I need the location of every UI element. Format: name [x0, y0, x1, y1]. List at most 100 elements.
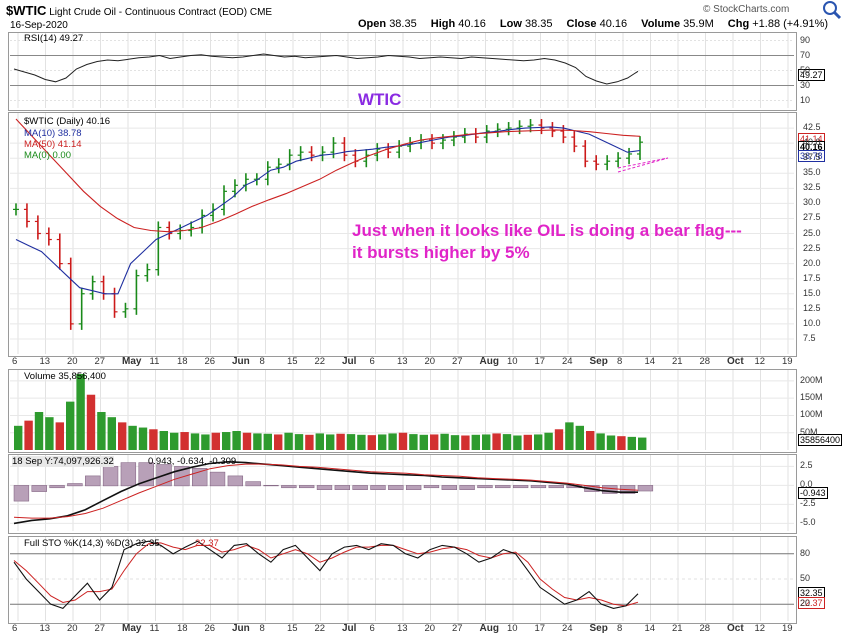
- x-tick-label: 6: [369, 623, 375, 634]
- macd-histogram-bar: [13, 485, 30, 502]
- volume-bar: [180, 432, 189, 450]
- volume-bar: [242, 432, 252, 450]
- x-tick-label: 20: [67, 623, 78, 634]
- volume-bar: [450, 435, 460, 450]
- volume-bar: [97, 412, 106, 450]
- exchange: CME: [249, 7, 273, 18]
- x-tick-label: 20: [424, 623, 436, 634]
- annotation-line-1: Just when it looks like OIL is doing a b…: [352, 221, 742, 240]
- x-tick-label: 12: [754, 623, 766, 634]
- x-tick-label: 27: [452, 356, 463, 367]
- volume-bar: [24, 420, 33, 450]
- rsi-tick-label: 70: [800, 49, 811, 60]
- rsi-tick-label: 10: [800, 94, 811, 105]
- volume-bar: [357, 434, 366, 450]
- sto-last-d: 22.37: [798, 597, 825, 609]
- x-tick-label: 12: [754, 356, 766, 367]
- x-tick-label: 26: [204, 356, 216, 367]
- rsi-line: [13, 53, 639, 85]
- volume-bar: [284, 432, 293, 450]
- x-tick-label: 27: [94, 356, 106, 367]
- price-tick-label: 37.5: [803, 152, 821, 163]
- volume-label: Volume 35,856,400: [24, 371, 106, 382]
- x-tick-label: 24: [562, 623, 573, 634]
- sto-tick-label: 20: [800, 598, 811, 609]
- macd-histogram-bar: [423, 485, 440, 489]
- macd-histogram-bar: [512, 485, 529, 489]
- macd-histogram-bar: [405, 485, 422, 490]
- macd-histogram-bar: [192, 468, 208, 487]
- volume-bar: [502, 434, 512, 450]
- macd-histogram-bar: [209, 471, 226, 487]
- volume-bar: [34, 412, 44, 450]
- price-tick-label: 7.5: [803, 332, 816, 343]
- x-tick-label: 19: [782, 623, 793, 634]
- volume-bar: [66, 401, 75, 450]
- macd-histogram-bar: [370, 485, 386, 490]
- price-tick-label: 27.5: [803, 212, 821, 223]
- volume-bar: [159, 431, 168, 450]
- ma50-line: [15, 118, 641, 233]
- ma0-legend: MA(0) 0.00: [24, 150, 71, 161]
- price-tick-label: 35.0: [803, 167, 821, 178]
- x-tick-label: 27: [94, 623, 106, 634]
- x-tick-label: 28: [699, 356, 711, 367]
- x-tick-label: May: [122, 356, 142, 367]
- macd-histogram-bar: [245, 481, 261, 487]
- rsi-tick-label: 50: [800, 64, 811, 75]
- x-tick-label: 19: [782, 356, 793, 367]
- brand-watermark: © StockCharts.com: [703, 4, 790, 15]
- x-tick-label: 8: [617, 623, 623, 634]
- x-tick-label: 8: [259, 623, 265, 634]
- sto-k-line: [13, 540, 639, 610]
- macd-histogram-bar: [388, 485, 404, 490]
- price-tick-label: 12.5: [803, 302, 821, 313]
- x-tick-label: 13: [39, 623, 51, 634]
- x-tick-label: Aug: [479, 623, 499, 634]
- volume-bar: [544, 432, 553, 450]
- volume-tick-label: 50M: [800, 426, 818, 437]
- x-tick-label: 10: [507, 623, 518, 634]
- x-tick-label: May: [122, 623, 142, 634]
- volume-bar: [575, 425, 584, 450]
- x-tick-label: 13: [397, 623, 408, 634]
- volume-bar: [482, 434, 491, 450]
- x-tick-label: 8: [617, 356, 623, 367]
- x-tick-label: Jun: [232, 623, 250, 634]
- macd-tick-label: 0.0: [800, 479, 813, 490]
- volume-bar: [45, 417, 54, 450]
- macd-tick-label: -5.0: [800, 517, 816, 528]
- x-tick-label: 8: [259, 356, 265, 367]
- sto-label: Full STO %K(14,3) %D(3) 32.35,: [24, 538, 163, 549]
- macd-histogram-bar: [477, 485, 493, 489]
- macd-histogram-bar: [548, 485, 564, 489]
- zoom-icon[interactable]: [822, 0, 842, 20]
- wtic-annotation: WTIC: [358, 90, 402, 109]
- volume-bar: [336, 433, 345, 450]
- macd-histogram-bar: [459, 485, 475, 490]
- volume-bar: [430, 434, 439, 450]
- x-tick-label: Oct: [727, 356, 744, 367]
- volume-bar: [55, 422, 64, 450]
- x-tick-label: 15: [287, 356, 298, 367]
- x-tick-label: Jul: [342, 356, 357, 367]
- ohlc-stats: Open 38.35 High 40.16 Low 38.35 Close 40…: [358, 18, 829, 30]
- x-tick-label: 17: [534, 356, 546, 367]
- volume-tick-label: 100M: [800, 409, 823, 420]
- macd-histogram-bar: [281, 485, 297, 489]
- volume-bar: [471, 434, 480, 450]
- x-tick-label: 10: [507, 356, 518, 367]
- volume-bar: [409, 434, 418, 450]
- price-tick-label: 32.5: [803, 182, 821, 193]
- sto-tick-label: 80: [800, 547, 811, 558]
- price-tick-label: 30.0: [803, 197, 821, 208]
- macd-histogram-bar: [299, 485, 315, 489]
- x-tick-label: 17: [534, 623, 546, 634]
- sto-d-line: [13, 542, 639, 607]
- x-tick-label: 27: [452, 623, 463, 634]
- symbol: $WTIC: [6, 3, 47, 18]
- macd-histogram-bar: [530, 485, 547, 489]
- rsi-last-value: 49.27: [798, 69, 825, 81]
- volume-bar: [534, 434, 543, 450]
